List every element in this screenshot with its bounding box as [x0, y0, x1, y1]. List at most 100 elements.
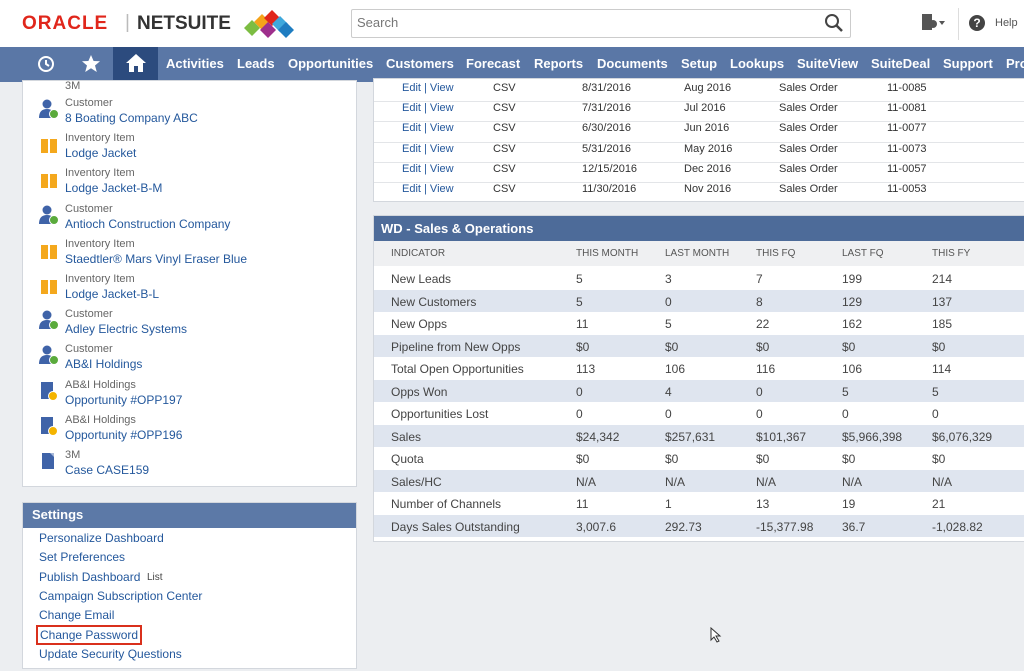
kpi-indicator: Quota	[391, 452, 424, 466]
record-type: 3M	[65, 449, 81, 461]
record-link[interactable]: AB&I Holdings	[65, 357, 143, 372]
nav-item[interactable]: Customers	[386, 56, 454, 71]
kpi-value: -15,377.98	[756, 519, 814, 534]
row-actions[interactable]: Edit | View	[402, 122, 454, 135]
kpi-value: $0	[576, 339, 590, 354]
nav-item[interactable]: SuiteDeal	[871, 56, 931, 71]
help-label[interactable]: Help	[995, 17, 1018, 29]
settings-link[interactable]: Personalize Dashboard	[39, 531, 164, 545]
settings-link[interactable]: Publish Dashboard	[39, 569, 141, 584]
record-link[interactable]: Opportunity #OPP197	[65, 392, 183, 407]
row-divider	[374, 182, 1024, 183]
nav-item[interactable]: Documents	[597, 56, 668, 71]
kpi-value: 11	[576, 317, 589, 331]
row-actions[interactable]: Edit | View	[402, 183, 454, 195]
record-link[interactable]: Lodge Jacket	[65, 146, 137, 161]
kpi-column-header	[374, 241, 1024, 266]
record-type: AB&I Holdings	[65, 413, 136, 426]
order-cell: Sales Order	[779, 102, 838, 115]
record-link[interactable]: Opportunity #OPP196	[65, 427, 183, 442]
record-icon	[39, 310, 59, 331]
kpi-value: 1	[665, 497, 672, 511]
kpi-value: 5	[576, 272, 583, 286]
mouse-cursor	[710, 627, 722, 643]
record-type: Inventory Item	[65, 132, 135, 145]
kpi-value: $24,342	[576, 429, 620, 444]
settings-link-extra[interactable]: List	[147, 571, 163, 583]
kpi-column: LAST MONTH	[665, 248, 730, 259]
kpi-value: 0	[665, 294, 672, 309]
order-cell: Sales Order	[779, 162, 838, 175]
record-link[interactable]: Case CASE159	[65, 463, 150, 477]
record-type: Inventory Item	[65, 167, 135, 180]
kpi-column: INDICATOR	[391, 248, 446, 259]
nav-item[interactable]: Setup	[681, 56, 718, 71]
kpi-value: $0	[932, 452, 946, 466]
kpi-value: 22	[756, 317, 770, 331]
kpi-indicator: Number of Channels	[391, 497, 502, 511]
nav-item[interactable]: Leads	[237, 56, 275, 71]
row-actions[interactable]: Edit | View	[402, 102, 454, 115]
nav-item[interactable]: SuiteView	[797, 56, 859, 71]
kpi-value: 11	[576, 497, 589, 511]
nav-item[interactable]: Lookups	[730, 56, 785, 71]
kpi-row-band	[374, 334, 1024, 357]
settings-title: Settings	[32, 507, 84, 522]
orders-panel	[373, 78, 1024, 202]
kpi-value: 5	[576, 294, 583, 309]
kpi-value: 106	[665, 362, 686, 376]
kpi-value: 114	[932, 362, 952, 376]
user-menu-icon[interactable]	[918, 12, 948, 34]
order-cell: 12/15/2016	[582, 162, 638, 175]
settings-link[interactable]: Change Email	[39, 608, 115, 623]
kpi-value: $101,367	[756, 429, 807, 444]
row-divider	[374, 141, 1024, 143]
nav-item[interactable]: Forecast	[466, 56, 521, 71]
record-icon	[39, 345, 59, 366]
kpi-value: $0	[665, 452, 679, 466]
order-cell: 6/30/2016	[582, 122, 631, 135]
search-placeholder: Search	[357, 15, 399, 30]
search-icon[interactable]	[824, 13, 844, 33]
brand-netsuite: NETSUITE	[137, 13, 231, 34]
recent-records-panel	[22, 80, 357, 487]
row-actions[interactable]: Edit | View	[402, 82, 454, 94]
nav-item[interactable]: Activities	[166, 56, 224, 71]
help-icon[interactable]: ?	[968, 14, 986, 32]
record-icon	[41, 416, 58, 436]
order-cell: CSV	[493, 142, 516, 155]
record-link[interactable]: Antioch Construction Company	[65, 216, 231, 231]
nav-item[interactable]: Opportunities	[288, 56, 374, 71]
nav-item[interactable]: Reports	[534, 56, 584, 71]
kpi-value: 4	[665, 384, 672, 399]
search-box[interactable]	[351, 9, 851, 38]
order-cell: Jul 2016	[684, 102, 726, 115]
nav-item[interactable]: Pro	[1006, 56, 1024, 71]
record-link[interactable]: Adley Electric Systems	[65, 322, 188, 337]
kpi-value: 185	[932, 317, 953, 331]
settings-link[interactable]: Set Preferences	[39, 550, 126, 565]
settings-link[interactable]: Change Password	[35, 624, 143, 645]
settings-link[interactable]: Update Security Questions	[39, 646, 182, 661]
kpi-value: 36.7	[842, 519, 866, 534]
order-cell: Jun 2016	[684, 122, 730, 135]
record-link[interactable]: Lodge Jacket-B-M	[65, 181, 163, 196]
settings-link[interactable]: Campaign Subscription Center	[39, 588, 203, 603]
favorites-icon[interactable]	[81, 54, 101, 74]
kpi-row-band	[374, 469, 1024, 492]
record-link[interactable]: 8 Boating Company ABC	[65, 111, 198, 125]
kpi-value: $0	[576, 452, 590, 466]
record-link[interactable]: Staedtler® Mars Vinyl Eraser Blue	[65, 251, 248, 266]
kpi-column: THIS FQ	[756, 248, 796, 259]
row-actions[interactable]: Edit | View	[402, 142, 454, 155]
recent-icon[interactable]	[36, 54, 56, 74]
nav-item[interactable]: Support	[943, 56, 993, 71]
kpi-value: 19	[842, 497, 856, 511]
kpi-value: 3	[665, 272, 672, 286]
row-actions[interactable]: Edit | View	[402, 162, 454, 175]
kpi-value: 21	[932, 497, 946, 511]
kpi-row-band	[374, 424, 1024, 447]
divider	[958, 8, 959, 40]
record-link[interactable]: Lodge Jacket-B-L	[65, 287, 160, 301]
svg-text:?: ?	[973, 16, 980, 30]
